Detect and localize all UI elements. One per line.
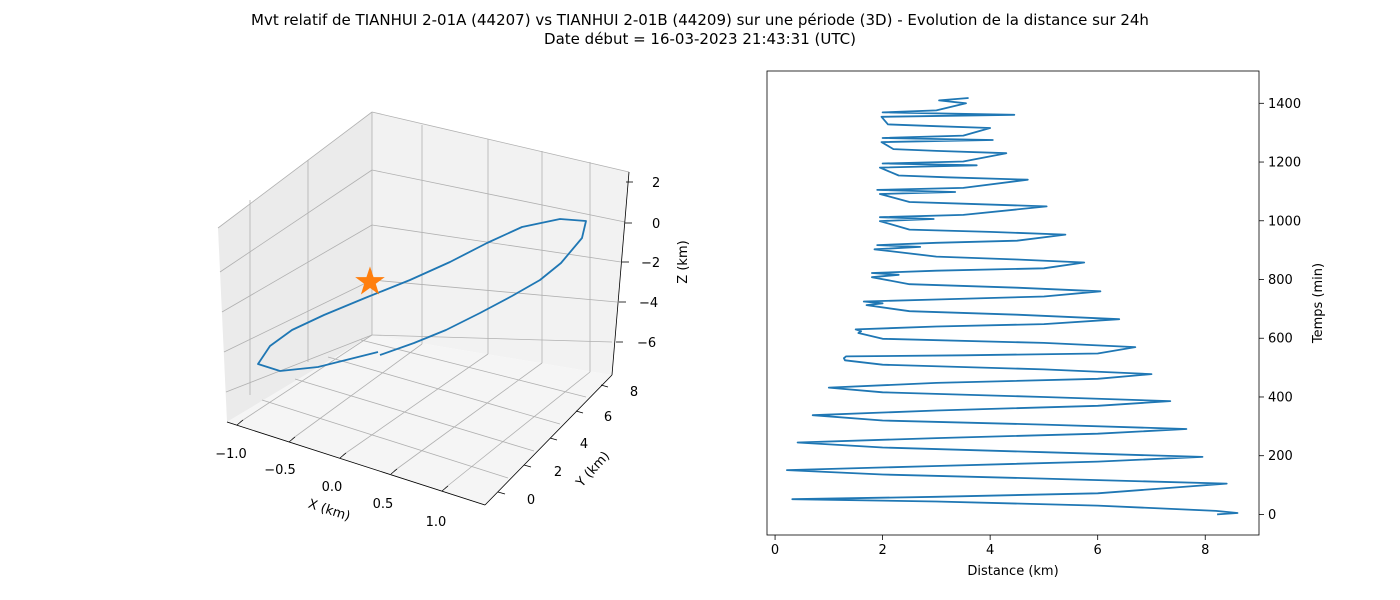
grid-line-3d: [444, 371, 591, 489]
grid-line-3d: [217, 111, 373, 229]
y-tick-label-2d: 200: [1268, 449, 1293, 464]
grid-line-3d: [371, 224, 622, 263]
grid-line-3d: [291, 343, 423, 440]
y-axis-label: Y (km): [573, 449, 613, 491]
grid-line-3d: [223, 279, 373, 353]
grid-line-3d: [371, 279, 618, 303]
grid-line-3d: [219, 169, 373, 273]
plot-2d-frame: [766, 70, 1260, 536]
x-axis-label-2d: Distance (km): [967, 564, 1058, 579]
y-axis-label-2d: Temps (min): [1311, 263, 1326, 344]
y-axis-line: [484, 374, 613, 506]
y-ticks-2d: 0 200 400 600 800 1000 1200 1400: [1259, 97, 1301, 523]
x-tick-label: −1.0: [215, 447, 247, 462]
z-tick-label: −4: [639, 296, 658, 311]
y-tick-label: 6: [604, 410, 612, 425]
grid-line-3d: [342, 353, 489, 456]
y-tick-label-2d: 1400: [1268, 97, 1301, 112]
x-tick-label-2d: 2: [878, 543, 886, 558]
z-axis-label: Z (km): [676, 240, 691, 283]
x-ticks-2d: 0 2 4 6 8: [771, 535, 1209, 558]
x-ticks: −1.0 −0.5 0.0 0.5 1.0: [215, 419, 449, 530]
x-axis-label: X (km): [306, 497, 352, 525]
pane-back: [372, 112, 629, 375]
x-tick-label: 0.5: [373, 497, 394, 512]
grid-line-3d: [327, 356, 561, 425]
y-tick-label: 4: [580, 437, 588, 452]
x-axis-line: [226, 421, 486, 506]
x-tick-label-2d: 8: [1201, 543, 1209, 558]
grid-line-3d: [261, 399, 509, 479]
y-ticks: 0 2 4 6 8: [497, 384, 638, 508]
figure-title: Mvt relatif de TIANHUI 2-01A (44207) vs …: [251, 11, 1149, 29]
plot-2d: 0 2 4 6 8 0 200 400 600 800 1000 1200 1400 Distance…: [766, 70, 1326, 579]
trajectory-3d-line: [257, 218, 587, 372]
z-tick-label: −2: [641, 256, 660, 271]
distance-series-line: [786, 97, 1239, 516]
x-tick-label: 0.0: [322, 480, 343, 495]
z-tick-label: −6: [637, 336, 656, 351]
y-tick-label: 2: [554, 465, 562, 480]
x-tick-label-2d: 6: [1094, 543, 1102, 558]
grid-line-3d: [371, 169, 626, 223]
grid-line-3d: [294, 378, 535, 452]
y-tick-label-2d: 600: [1268, 332, 1293, 347]
x-tick-label-2d: 4: [986, 543, 994, 558]
z-axis-line: [611, 171, 630, 376]
grid-line-3d: [239, 334, 373, 423]
grid-line-3d: [221, 224, 373, 313]
pane-floor: [227, 335, 612, 505]
z-tick-label: 2: [652, 176, 660, 191]
y-tick-label-2d: 400: [1268, 390, 1293, 405]
start-star-marker: [355, 266, 385, 295]
y-tick-label-2d: 0: [1268, 508, 1276, 523]
y-tick-label: 0: [527, 493, 535, 508]
z-ticks: 2 0 −2 −4 −6: [616, 176, 660, 351]
plot-3d: −1.0 −0.5 0.0 0.5 1.0 X (km) 0 2 4 6 8 Y…: [215, 111, 691, 530]
grid-line-3d: [371, 111, 630, 173]
grid-line-3d: [225, 334, 373, 393]
y-tick-label-2d: 800: [1268, 273, 1293, 288]
grid-line-3d: [393, 362, 543, 472]
figure-subtitle: Date début = 16-03-2023 21:43:31 (UTC): [544, 30, 856, 48]
x-tick-label: −0.5: [264, 463, 296, 478]
y-tick-label: 8: [630, 385, 638, 400]
grid-line-3d: [371, 334, 613, 343]
x-tick-label: 1.0: [426, 515, 447, 530]
x-tick-label-2d: 0: [771, 543, 779, 558]
grid-3d: [217, 111, 630, 506]
grid-line-3d: [360, 339, 587, 398]
pane-left: [218, 112, 372, 422]
y-tick-label-2d: 1000: [1268, 214, 1301, 229]
z-tick-label: 0: [652, 217, 660, 232]
y-tick-label-2d: 1200: [1268, 156, 1301, 171]
